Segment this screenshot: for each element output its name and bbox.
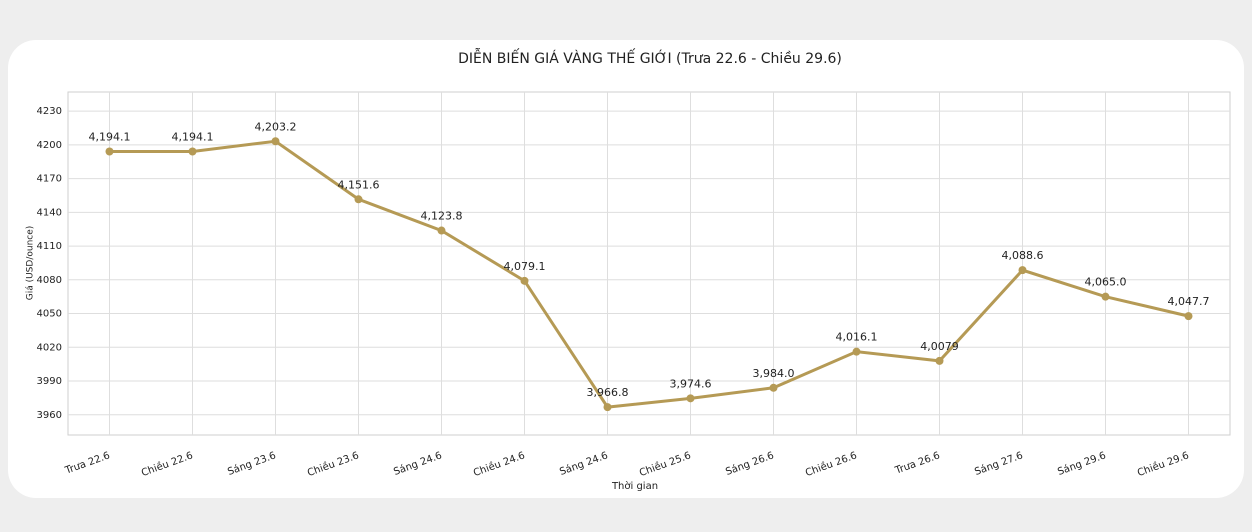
data-label: 4,203.2 [255, 120, 297, 133]
y-tick-label: 4170 [37, 174, 62, 185]
point [105, 147, 114, 156]
card [8, 40, 1244, 498]
point [188, 147, 197, 156]
point [1184, 312, 1193, 321]
y-axis-label: Giá (USD/ounce) [26, 226, 36, 301]
data-label: 4,0079 [920, 340, 959, 353]
y-tick-label: 4080 [37, 275, 62, 286]
point [852, 347, 861, 356]
plot-frame [67, 91, 1231, 436]
data-label: 4,123.8 [421, 210, 463, 223]
data-label: 4,016.1 [836, 331, 878, 344]
data-label: 4,079.1 [504, 260, 546, 273]
y-tick-label: 4230 [37, 106, 62, 117]
line [109, 139, 1189, 409]
point [437, 226, 446, 235]
y-tick-label: 4050 [37, 309, 62, 320]
data-label: 4,047.7 [1168, 295, 1210, 308]
point [1018, 266, 1027, 275]
data-label: 4,151.6 [338, 178, 380, 191]
point [603, 403, 612, 412]
data-label: 4,194.1 [172, 130, 214, 143]
point [935, 356, 944, 365]
y-tick-label: 4110 [37, 241, 62, 252]
y-tick-label: 4200 [37, 140, 62, 151]
point [1101, 292, 1110, 301]
x-axis-label: Thời gian [611, 480, 658, 492]
data-label: 4,194.1 [89, 130, 131, 143]
y-tick-label: 3990 [37, 376, 62, 387]
point [686, 394, 695, 403]
y-tick-label: 3960 [37, 410, 62, 421]
data-label: 4,065.0 [1085, 276, 1127, 289]
data-label: 3,984.0 [753, 367, 795, 380]
y-tick-label: 4140 [37, 207, 62, 218]
data-label: 4,088.6 [1002, 249, 1044, 262]
point [520, 276, 529, 285]
point [769, 383, 778, 392]
y-tick-label: 4020 [37, 342, 62, 353]
point [271, 137, 280, 146]
data-label: 3,966.8 [587, 386, 629, 399]
point [354, 195, 363, 204]
chart-title: DIỄN BIẾN GIÁ VÀNG THẾ GIỚI (Trưa 22.6 -… [458, 48, 842, 67]
data-label: 3,974.6 [670, 377, 712, 390]
